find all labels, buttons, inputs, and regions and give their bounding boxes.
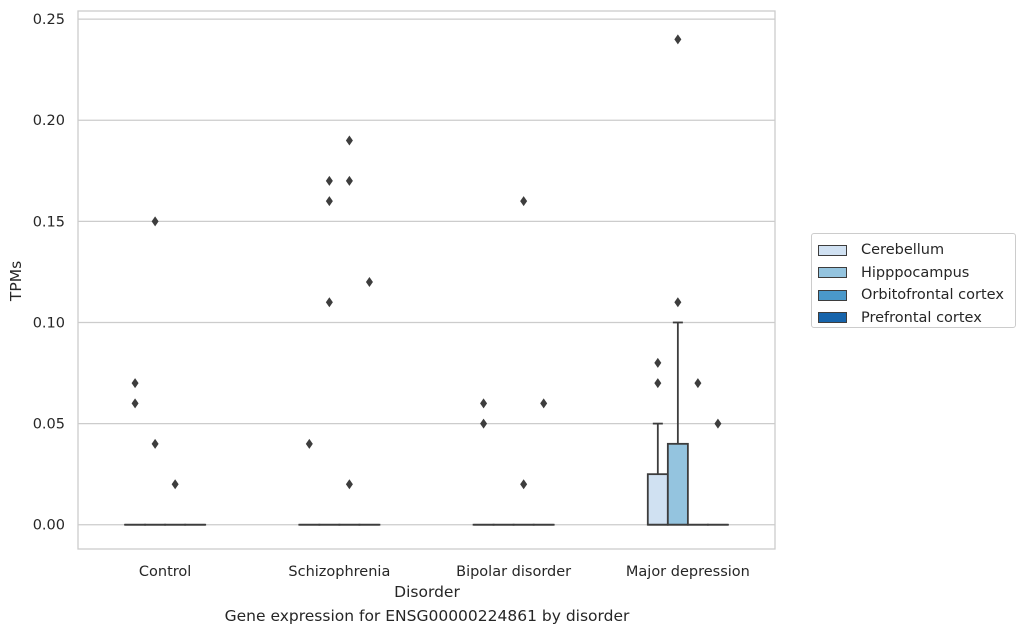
- outlier-point: [151, 216, 159, 227]
- legend-item-hippocampus[interactable]: Hipppocampus: [818, 262, 1015, 285]
- outlier-point: [131, 398, 139, 409]
- outlier-point: [131, 378, 139, 389]
- x-axis-label: Disorder: [394, 583, 460, 601]
- outlier-point: [540, 398, 548, 409]
- chart-caption: Gene expression for ENSG00000224861 by d…: [224, 607, 630, 625]
- y-tick-label: 0.10: [33, 315, 65, 331]
- outlier-point: [654, 357, 662, 368]
- outlier-point: [520, 479, 528, 490]
- outlier-point: [325, 175, 333, 186]
- outlier-point: [151, 438, 159, 449]
- x-tick-label: Schizophrenia: [288, 564, 390, 580]
- outlier-point: [480, 418, 488, 429]
- outlier-point: [480, 398, 488, 409]
- x-tick-label: Bipolar disorder: [456, 564, 571, 580]
- outlier-point: [305, 438, 313, 449]
- outlier-point: [345, 479, 353, 490]
- y-tick-label: 0.25: [33, 12, 65, 28]
- y-tick-label: 0.20: [33, 113, 65, 129]
- y-axis-label: TPMs: [7, 261, 25, 302]
- legend: Cerebellum Hipppocampus Orbitofrontal co…: [811, 233, 1016, 328]
- legend-swatch-orbitofrontal-cortex: [818, 289, 847, 301]
- outlier-point: [171, 479, 179, 490]
- legend-label: Hipppocampus: [861, 264, 970, 281]
- outlier-point: [520, 196, 528, 207]
- outlier-point: [674, 297, 682, 308]
- x-tick-label: Control: [139, 564, 191, 580]
- outlier-point: [325, 297, 333, 308]
- y-tick-label: 0.00: [33, 518, 65, 534]
- legend-label: Prefrontal cortex: [861, 309, 982, 326]
- legend-label: Orbitofrontal cortex: [861, 287, 1004, 304]
- plot-frame: [77, 10, 776, 550]
- legend-swatch-prefrontal-cortex: [818, 312, 847, 324]
- outlier-point: [674, 34, 682, 45]
- legend-item-prefrontal-cortex[interactable]: Prefrontal cortex: [818, 307, 1015, 330]
- y-tick-labels: 0.00 0.05 0.10 0.15 0.20 0.25: [33, 12, 65, 534]
- legend-label: Cerebellum: [861, 242, 945, 259]
- legend-swatch-hippocampus: [818, 267, 847, 279]
- outlier-point: [365, 277, 373, 288]
- outlier-points: [131, 34, 722, 490]
- outlier-point: [345, 175, 353, 186]
- legend-item-cerebellum[interactable]: Cerebellum: [818, 239, 1015, 262]
- x-tick-label: Major depression: [626, 564, 750, 580]
- legend-item-orbitofrontal-cortex[interactable]: Orbitofrontal cortex: [818, 284, 1015, 307]
- outlier-point: [345, 135, 353, 146]
- outlier-point: [654, 378, 662, 389]
- box: [666, 442, 689, 526]
- x-tick-labels: Control Schizophrenia Bipolar disorder Majo…: [139, 564, 750, 580]
- box-elements: [124, 321, 729, 526]
- y-tick-label: 0.05: [33, 417, 65, 433]
- box: [646, 473, 669, 526]
- outlier-point: [694, 378, 702, 389]
- outlier-point: [325, 196, 333, 207]
- outlier-point: [714, 418, 722, 429]
- y-tick-label: 0.15: [33, 214, 65, 230]
- legend-swatch-cerebellum: [818, 244, 847, 256]
